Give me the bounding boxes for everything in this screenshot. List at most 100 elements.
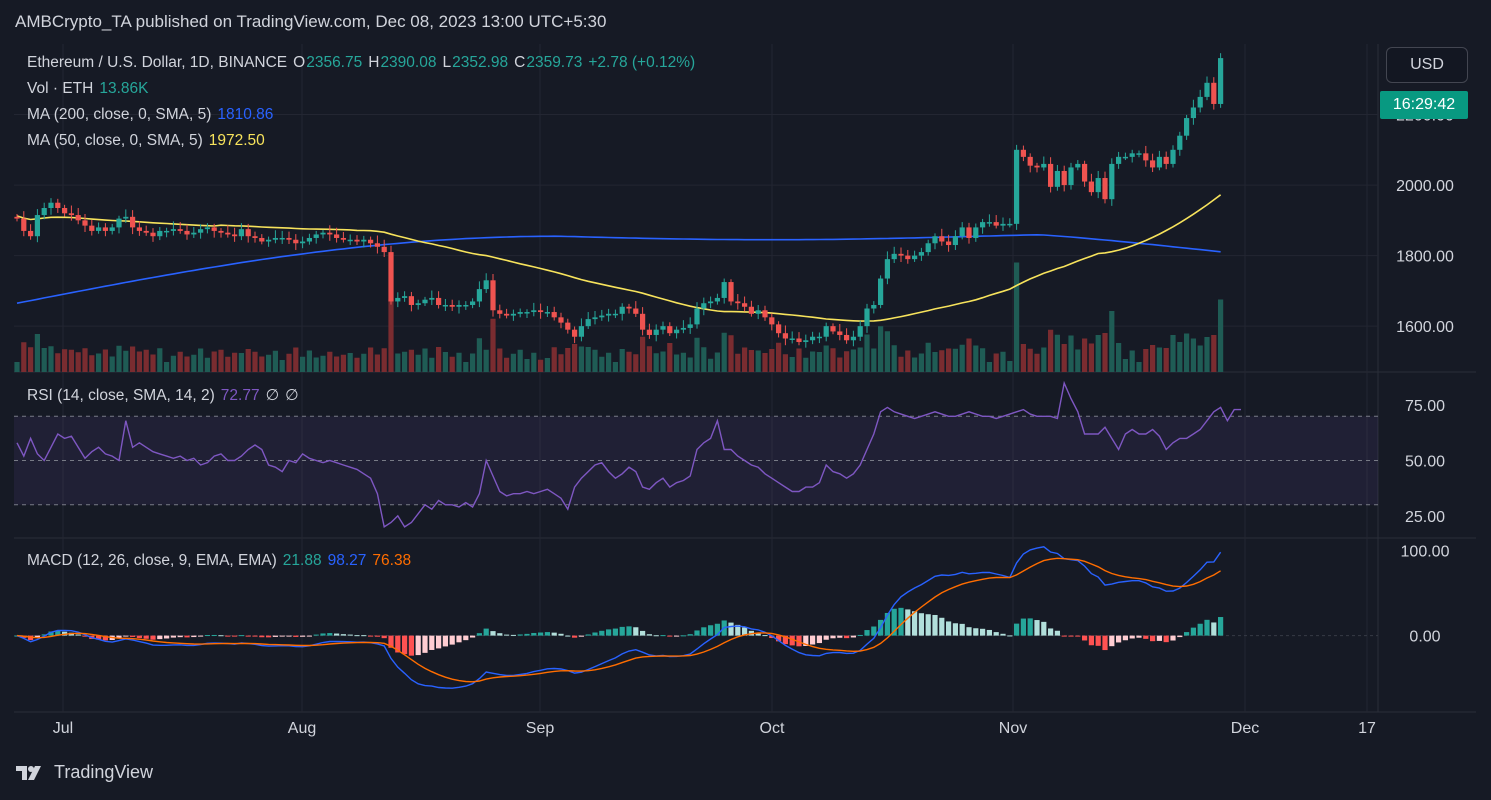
candle-body xyxy=(300,241,306,244)
macd-hist-bar xyxy=(517,634,523,636)
candle-body xyxy=(592,317,598,320)
volume-bar xyxy=(334,356,340,372)
volume-bar xyxy=(803,357,809,372)
macd-hist-bar xyxy=(483,628,489,636)
macd-hist-bar xyxy=(272,635,278,637)
macd-hist-bar xyxy=(667,635,673,637)
macd-hist-bar xyxy=(844,635,850,639)
macd-hist-bar xyxy=(1000,633,1006,636)
bar-countdown: 16:29:42 xyxy=(1380,91,1468,119)
macd-hist-bar xyxy=(524,633,530,636)
macd-hist-bar xyxy=(1156,635,1162,641)
macd-hist-bar xyxy=(157,635,163,640)
x-tick-label: Dec xyxy=(1231,720,1259,737)
candle-body xyxy=(796,338,802,343)
macd-hist-bar xyxy=(374,635,380,637)
candle-body xyxy=(1170,149,1176,164)
macd-hist-bar xyxy=(633,627,639,636)
macd-hist-bar xyxy=(701,627,707,636)
volume-bar xyxy=(884,331,890,372)
candle-body xyxy=(184,230,190,235)
volume-bar xyxy=(1034,353,1040,372)
macd-hist-bar xyxy=(510,634,516,636)
volume-bar xyxy=(34,334,40,372)
currency-button[interactable]: USD xyxy=(1386,47,1468,83)
candle-body xyxy=(395,297,401,302)
candle-body xyxy=(946,241,952,246)
volume-bar xyxy=(429,357,435,372)
candle-body xyxy=(55,202,61,208)
macd-hist-bar xyxy=(776,635,782,642)
macd-hist-bar xyxy=(55,630,61,636)
volume-bar xyxy=(1102,333,1108,372)
macd-hist-bar xyxy=(612,628,618,636)
candle-body xyxy=(449,304,455,307)
x-tick-label: Jul xyxy=(53,720,73,737)
candle-body xyxy=(837,331,843,335)
candle-body xyxy=(776,324,782,334)
candle-body xyxy=(164,230,170,233)
candle-body xyxy=(585,319,591,327)
macd-hist-bar xyxy=(1082,635,1088,641)
candle-body xyxy=(1041,163,1047,168)
candle-body xyxy=(538,310,544,313)
macd-hist-bar xyxy=(422,635,428,653)
macd-hist-bar xyxy=(225,635,231,637)
candle-body xyxy=(755,310,761,314)
candle-body xyxy=(701,303,707,309)
candle-body xyxy=(490,280,496,311)
candle-body xyxy=(191,232,197,235)
tradingview-footer[interactable]: TradingView xyxy=(16,762,153,783)
macd-hist-bar xyxy=(184,635,190,638)
macd-hist-bar xyxy=(252,635,258,637)
candle-body xyxy=(82,220,88,226)
candle-body xyxy=(408,296,414,305)
candle-body xyxy=(429,297,435,300)
volume-bar xyxy=(1197,345,1203,372)
macd-hist-bar xyxy=(606,629,612,636)
candle-body xyxy=(1020,149,1026,157)
macd-hist-bar xyxy=(626,626,632,636)
chart-area[interactable] xyxy=(14,44,1476,740)
candle-body xyxy=(1177,135,1183,150)
macd-hist-bar xyxy=(1088,635,1094,646)
macd-hist-bar xyxy=(408,635,414,656)
macd-hist-bar xyxy=(619,626,625,636)
candle-body xyxy=(75,215,81,221)
low-label: L xyxy=(442,54,452,71)
candle-body xyxy=(463,304,469,307)
volume-bar xyxy=(946,348,952,372)
high-label: H xyxy=(368,54,380,71)
volume-bar xyxy=(816,352,822,372)
candle-body xyxy=(986,222,992,224)
volume-bar xyxy=(1014,262,1020,372)
volume-bar xyxy=(184,356,190,372)
volume-bar xyxy=(259,356,265,372)
volume-bar xyxy=(578,346,584,372)
volume-bar xyxy=(354,357,360,372)
volume-bar xyxy=(1129,350,1135,372)
candle-body xyxy=(973,227,979,238)
volume-bar xyxy=(1211,335,1217,372)
price-tick-label: 2000.00 xyxy=(1396,178,1454,195)
volume-bar xyxy=(640,336,646,372)
candle-body xyxy=(456,304,462,307)
macd-hist-bar xyxy=(572,635,578,638)
candle-body xyxy=(476,289,482,302)
macd-hist-bar xyxy=(687,634,693,636)
macd-hist-bar xyxy=(952,623,958,636)
volume-bar xyxy=(470,353,476,372)
volume-bar xyxy=(1143,349,1149,372)
volume-bar xyxy=(1007,361,1013,372)
volume-bar xyxy=(374,354,380,372)
macd-hist-bar xyxy=(932,614,938,636)
candle-body xyxy=(1088,181,1094,193)
volume-bar xyxy=(912,357,918,372)
macd-hist-bar xyxy=(123,635,129,637)
rsi-extra-2: ∅ xyxy=(285,387,299,404)
volume-bar xyxy=(1095,335,1101,372)
candle-body xyxy=(891,253,897,260)
candle-body xyxy=(1109,163,1115,200)
volume-bar xyxy=(524,359,530,372)
